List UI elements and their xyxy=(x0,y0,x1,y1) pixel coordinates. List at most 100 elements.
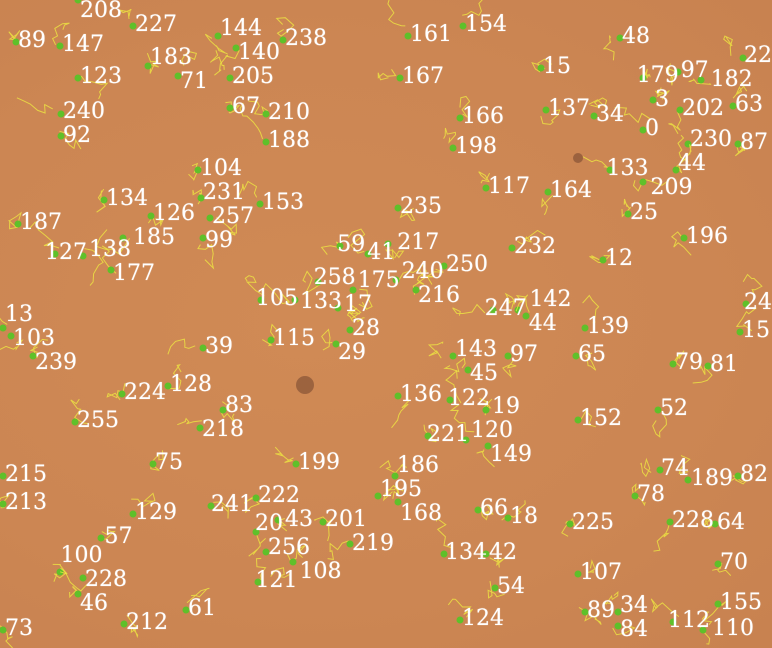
cell-track xyxy=(220,401,236,424)
track-label: 221 xyxy=(427,422,469,447)
cell-marker xyxy=(462,436,470,444)
track-label: 112 xyxy=(668,608,710,633)
cell-track xyxy=(445,369,462,404)
cell-marker xyxy=(79,252,87,260)
cell-marker xyxy=(262,548,270,556)
track-label: 121 xyxy=(255,568,298,593)
cell-marker xyxy=(474,506,482,514)
cell-marker xyxy=(624,210,632,218)
cell-marker xyxy=(392,276,400,284)
cell-marker xyxy=(699,626,707,634)
track-label: 240 xyxy=(63,99,105,124)
cell-marker xyxy=(56,42,64,50)
cell-marker xyxy=(440,550,448,558)
track-label: 154 xyxy=(465,12,507,37)
track-label: 89 xyxy=(18,28,46,53)
cell-marker xyxy=(449,352,457,360)
cell-marker xyxy=(672,166,680,174)
track-label: 212 xyxy=(126,610,168,635)
cell-track xyxy=(302,270,321,295)
cell-track xyxy=(502,359,517,379)
cell-marker xyxy=(639,74,647,82)
cell-track xyxy=(150,450,164,471)
cell-marker xyxy=(214,32,222,40)
track-label: 177 xyxy=(113,261,155,286)
cell-marker xyxy=(574,570,582,578)
cell-track xyxy=(665,63,679,86)
track-label: 92 xyxy=(63,123,91,148)
cell-track xyxy=(379,459,407,474)
cell-marker xyxy=(57,110,65,118)
cell-track xyxy=(642,68,651,79)
cell-track xyxy=(614,107,651,124)
cell-track xyxy=(214,50,240,76)
cell-marker xyxy=(74,590,82,598)
track-label: 71 xyxy=(180,69,208,94)
cell-track xyxy=(653,521,671,552)
track-label: 74 xyxy=(661,456,689,481)
track-label: 222 xyxy=(258,483,300,508)
cell-marker xyxy=(226,74,234,82)
cell-track xyxy=(621,198,632,218)
cell-track xyxy=(701,600,727,621)
cell-marker xyxy=(396,74,404,82)
cell-marker xyxy=(349,286,357,294)
cell-track xyxy=(449,403,475,433)
track-label: 29 xyxy=(338,340,366,365)
track-label: 134 xyxy=(106,186,148,211)
cell-marker xyxy=(226,104,234,112)
cell-marker xyxy=(599,256,607,264)
track-label: 255 xyxy=(77,408,119,433)
cell-marker xyxy=(291,296,299,304)
track-label: 217 xyxy=(397,230,440,255)
cell-track xyxy=(732,82,748,99)
cell-marker xyxy=(544,188,552,196)
cell-track xyxy=(742,273,763,294)
cell-marker xyxy=(537,64,545,72)
track-label: 61 xyxy=(188,596,216,621)
cell-marker xyxy=(289,558,297,566)
track-label: 215 xyxy=(5,462,47,487)
track-label: 78 xyxy=(637,482,665,507)
track-label: 126 xyxy=(153,201,195,226)
cell-marker xyxy=(97,534,105,542)
cell-marker xyxy=(279,36,287,44)
cell-track xyxy=(237,180,258,198)
cell-track xyxy=(210,50,225,70)
track-label: 240 xyxy=(401,259,444,284)
cell-track xyxy=(478,171,491,184)
track-label: 22 xyxy=(744,43,772,68)
track-label: 25 xyxy=(630,200,658,225)
cell-track xyxy=(673,350,685,368)
track-label: 100 xyxy=(60,543,103,569)
track-label: 137 xyxy=(548,96,590,121)
cell-marker xyxy=(391,472,399,480)
cell-track xyxy=(515,294,530,313)
cell-marker xyxy=(57,132,65,140)
cell-marker xyxy=(262,110,270,118)
cell-marker xyxy=(482,550,490,558)
cell-track xyxy=(654,87,670,100)
cell-marker xyxy=(459,22,467,30)
cell-marker xyxy=(566,520,574,528)
cell-marker xyxy=(219,406,227,414)
track-label: 209 xyxy=(650,175,693,201)
cell-track xyxy=(397,266,426,284)
cell-marker xyxy=(514,306,522,314)
cell-marker xyxy=(666,518,674,526)
track-label: 70 xyxy=(720,550,748,575)
cell-marker xyxy=(206,214,214,222)
cell-marker xyxy=(364,250,372,258)
track-label: 155 xyxy=(720,590,762,615)
cell-marker xyxy=(711,520,719,528)
debris-spot xyxy=(573,153,583,163)
cell-marker xyxy=(256,200,264,208)
cell-track xyxy=(462,0,483,16)
cell-marker xyxy=(649,96,657,104)
cell-marker xyxy=(267,336,275,344)
cell-track xyxy=(427,341,444,359)
track-label: 133 xyxy=(300,289,342,314)
cell-track xyxy=(51,22,70,46)
cell-marker xyxy=(149,460,157,468)
cell-track xyxy=(52,563,67,582)
